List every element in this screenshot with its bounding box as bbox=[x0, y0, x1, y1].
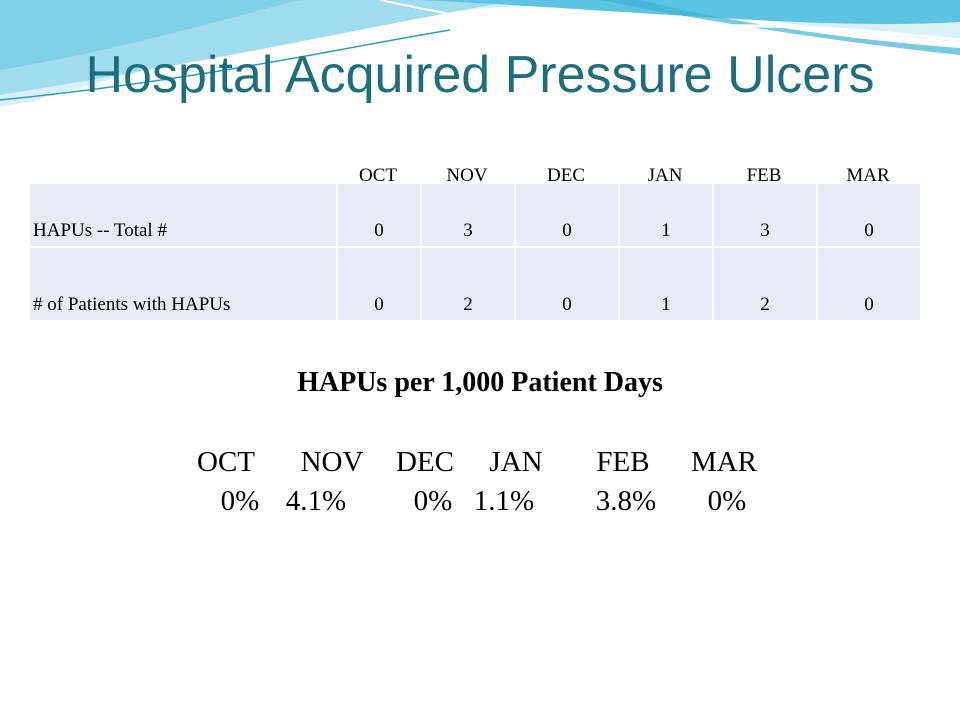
table-cell: 0 bbox=[336, 184, 420, 246]
column-header-feb: FEB bbox=[746, 165, 782, 186]
column-header-jan: JAN bbox=[647, 165, 683, 186]
rate-month-mar: MAR bbox=[690, 446, 758, 478]
rate-month-labels: OCT NOV DEC JAN FEB MAR bbox=[0, 446, 960, 480]
rate-month-feb: FEB bbox=[596, 446, 650, 478]
table-cell: 1 bbox=[618, 248, 712, 320]
table-cell: 0 bbox=[816, 248, 920, 320]
rate-value-oct: 0% bbox=[220, 485, 260, 517]
rate-month-jan: JAN bbox=[489, 446, 543, 478]
column-header-oct: OCT bbox=[359, 165, 397, 186]
table-cell: 1 bbox=[618, 184, 712, 246]
rate-value-nov: 4.1% bbox=[285, 485, 347, 517]
slide-title: Hospital Acquired Pressure Ulcers bbox=[85, 46, 875, 104]
row-label-patients-with-hapus: # of Patients with HAPUs bbox=[30, 248, 336, 320]
column-header-dec: DEC bbox=[547, 165, 585, 186]
rate-value-dec: 0% bbox=[413, 485, 453, 517]
table-cell: 0 bbox=[514, 248, 618, 320]
table-cell: 2 bbox=[420, 248, 514, 320]
column-header-mar: MAR bbox=[846, 165, 890, 186]
rate-values: 0% 4.1% 0% 1.1% 3.8% 0% bbox=[0, 485, 960, 519]
table-cell: 0 bbox=[816, 184, 920, 246]
column-header-nov: NOV bbox=[446, 165, 488, 186]
row-label-hapus-total: HAPUs -- Total # bbox=[30, 184, 336, 246]
rate-heading: HAPUs per 1,000 Patient Days bbox=[297, 367, 663, 398]
table-cell: 0 bbox=[336, 248, 420, 320]
rate-month-dec: DEC bbox=[396, 446, 454, 478]
rate-value-mar: 0% bbox=[707, 485, 747, 517]
table-cell: 2 bbox=[712, 248, 816, 320]
table-cell: 3 bbox=[712, 184, 816, 246]
rate-month-nov: NOV bbox=[300, 446, 364, 478]
decorative-wave-header bbox=[0, 0, 960, 110]
rate-value-feb: 3.8% bbox=[595, 485, 657, 517]
rate-value-jan: 1.1% bbox=[473, 485, 535, 517]
rate-month-oct: OCT bbox=[197, 446, 255, 478]
table-cell: 0 bbox=[514, 184, 618, 246]
table-cell: 3 bbox=[420, 184, 514, 246]
